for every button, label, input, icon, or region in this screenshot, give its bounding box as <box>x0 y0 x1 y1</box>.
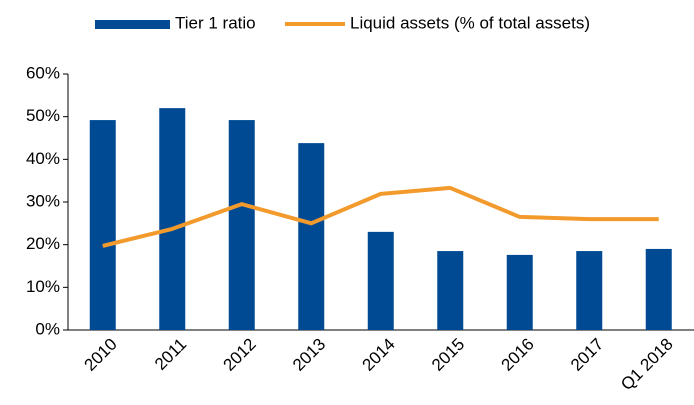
y-tick-label: 40% <box>26 149 60 168</box>
x-tick-label: 2014 <box>359 335 399 375</box>
legend-label: Tier 1 ratio <box>175 13 256 32</box>
bar <box>159 108 186 330</box>
legend-label: Liquid assets (% of total assets) <box>350 13 590 32</box>
y-tick-label: 0% <box>35 319 60 338</box>
bar <box>228 120 255 330</box>
bar <box>576 251 603 330</box>
bar <box>367 231 394 330</box>
bar <box>437 251 464 330</box>
x-tick-label: 2013 <box>289 335 329 375</box>
x-tick-label: 2010 <box>81 335 121 375</box>
bar <box>89 120 116 330</box>
y-tick-label: 50% <box>26 106 60 125</box>
y-tick-label: 20% <box>26 234 60 253</box>
x-tick-label: 2017 <box>567 335 607 375</box>
x-tick-label: 2012 <box>220 335 260 375</box>
x-tick-label: Q1 2018 <box>617 335 677 395</box>
x-tick-label: 2016 <box>498 335 538 375</box>
y-tick-label: 60% <box>26 63 60 82</box>
bar <box>298 143 325 330</box>
x-tick-label: 2011 <box>151 335 190 374</box>
line <box>102 185 659 248</box>
legend-swatch <box>95 20 170 29</box>
y-tick-label: 10% <box>26 277 60 296</box>
y-tick-label: 30% <box>26 191 60 210</box>
bar <box>506 254 533 330</box>
x-tick-label: 2015 <box>428 335 468 375</box>
bar <box>645 248 672 330</box>
